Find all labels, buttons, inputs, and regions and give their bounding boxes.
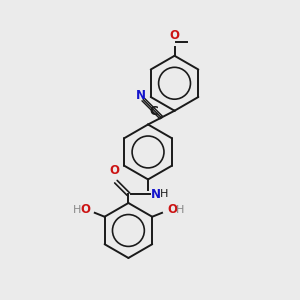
Text: C: C — [150, 105, 158, 118]
Text: N: N — [151, 188, 161, 201]
Text: H: H — [160, 189, 168, 199]
Text: H: H — [176, 205, 184, 215]
Text: H: H — [73, 205, 81, 215]
Text: O: O — [169, 29, 179, 42]
Text: O: O — [167, 203, 177, 216]
Text: N: N — [136, 89, 146, 102]
Text: O: O — [109, 164, 119, 177]
Text: O: O — [80, 203, 90, 216]
